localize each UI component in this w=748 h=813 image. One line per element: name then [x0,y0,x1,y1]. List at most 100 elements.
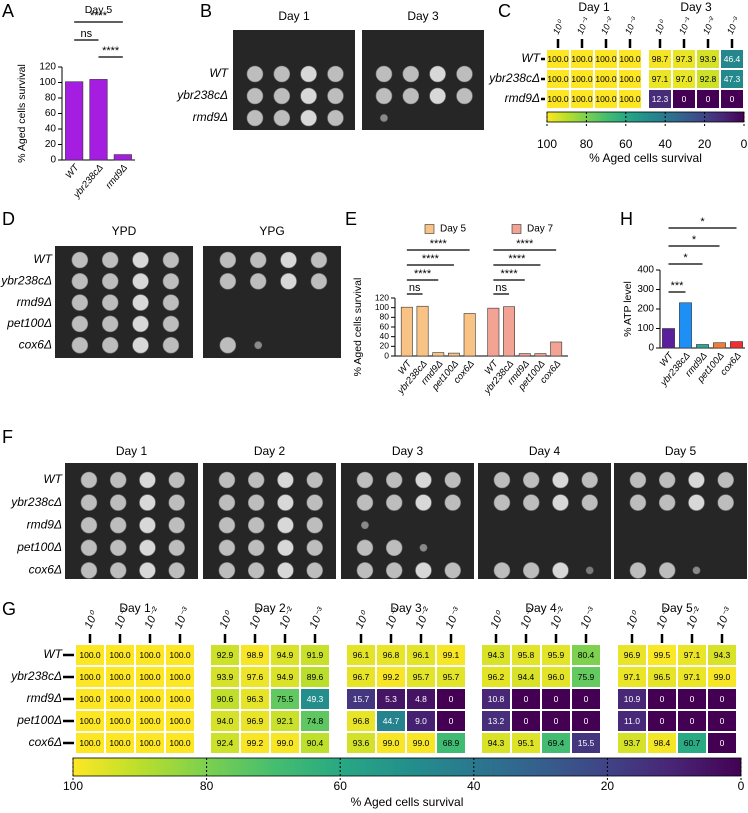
heatmap-cell [542,733,570,753]
y-tick-label: 100 [637,323,654,334]
heatmap-cell [271,667,299,687]
colony-spot [277,516,294,534]
cell-label: 5.3 [385,694,397,704]
colony-spot [132,294,149,311]
cell-label: 99.0 [383,738,400,748]
colorbar-label: % Aged cells survival [589,151,702,165]
heatmap-cell [648,711,676,731]
colorbar [72,757,742,777]
heatmap-cell [649,70,671,88]
colorbar-tick-label: 60 [334,779,348,793]
bar [518,353,531,357]
cell-label: 96.9 [247,716,264,726]
heatmap-cell [542,645,570,665]
heatmap-cell [547,90,569,108]
colorbar-tick-label: 40 [659,137,673,151]
heatmap-cell [301,733,329,753]
colony-spot [80,539,98,557]
cell-label: 97.3 [676,54,693,64]
heatmap-cell [482,667,510,687]
cell-label: 99.5 [654,650,671,660]
y-tick-label: 20 [45,139,57,150]
row-label: ybr238cΔ [10,669,62,683]
colony-spot [132,251,149,269]
x-tick-label: WT [63,162,82,181]
colony-spot [80,471,98,489]
cell-label: 92.9 [217,650,234,660]
cell-label: 90.4 [307,738,324,748]
heatmap-cell [211,645,239,665]
bar [662,328,675,349]
cell-label: 96.7 [353,672,370,682]
heatmap-cell [347,667,375,687]
cell-label: 92.8 [700,74,717,84]
column-label: 10⁻³ [172,605,192,630]
colony-spot [162,251,180,269]
heatmap-cell [542,689,570,709]
heatmap-cell [649,50,671,68]
cell-label: 96.3 [247,694,264,704]
bar [730,341,743,349]
row-label: WT [43,647,63,661]
heatmap-cell [547,70,569,88]
column-label: 10⁰ [353,609,372,631]
bar [713,342,726,349]
colony-spot [277,494,294,511]
y-tick-label: 0 [648,343,654,354]
heatmap-cell [678,667,706,687]
group-title: Day 5 [661,601,693,615]
cell-label: 95.1 [518,738,535,748]
cell-label: 0 [449,694,454,704]
heatmap-cell [166,667,194,687]
heatmap-cell [437,711,465,731]
colony-spot [218,494,236,511]
cell-label: 100.0 [79,650,101,660]
heatmap-cell [482,689,510,709]
cell-label: 99.2 [247,738,264,748]
x-tick-label: rmd9Δ [104,162,130,191]
cell-label: 93.6 [353,738,370,748]
colorbar-tick-label: 20 [601,779,615,793]
colony-spot [247,539,265,557]
heatmap-cell [301,645,329,665]
plate-title: YPD [112,224,137,238]
y-tick-label: 120 [39,62,56,73]
colony-spot [254,341,263,350]
colony-spot [139,539,156,557]
cell-label: 0 [720,694,725,704]
colony-spot [139,562,156,579]
heatmap-cell [721,90,743,108]
heatmap-cell [697,70,719,88]
heatmap-cell [106,667,134,687]
heatmap-cell [512,711,540,731]
cell-label: 0 [682,94,687,104]
heatmap-cell [136,733,164,753]
heatmap-cell [437,733,465,753]
colony-spot [375,65,393,83]
heatmap-cell [618,645,646,665]
significance-label: * [683,252,688,264]
heatmap-cell [241,689,269,709]
colony-spot [101,336,119,354]
colony-spot [327,109,344,127]
colony-spot [361,521,369,530]
heatmap-cell [542,711,570,731]
cell-label: 100.0 [109,738,131,748]
cell-label: 100.0 [169,650,191,660]
cell-label: 100.0 [139,694,161,704]
heatmap-cell [377,711,405,731]
heatmap-cell [618,733,646,753]
colony-spot [219,251,237,269]
heatmap-cell [136,689,164,709]
colony-spot [109,494,127,511]
cell-label: 0 [554,716,559,726]
cell-label: 97.0 [676,74,693,84]
colony-spot [273,109,291,127]
row-label: WT [209,66,229,80]
column-label: 10⁰ [551,18,566,36]
colony-spot [71,251,89,269]
colony-spot [162,336,180,354]
cell-label: 15.7 [353,694,370,704]
cell-label: 96.2 [488,672,505,682]
cell-label: 93.9 [217,672,234,682]
